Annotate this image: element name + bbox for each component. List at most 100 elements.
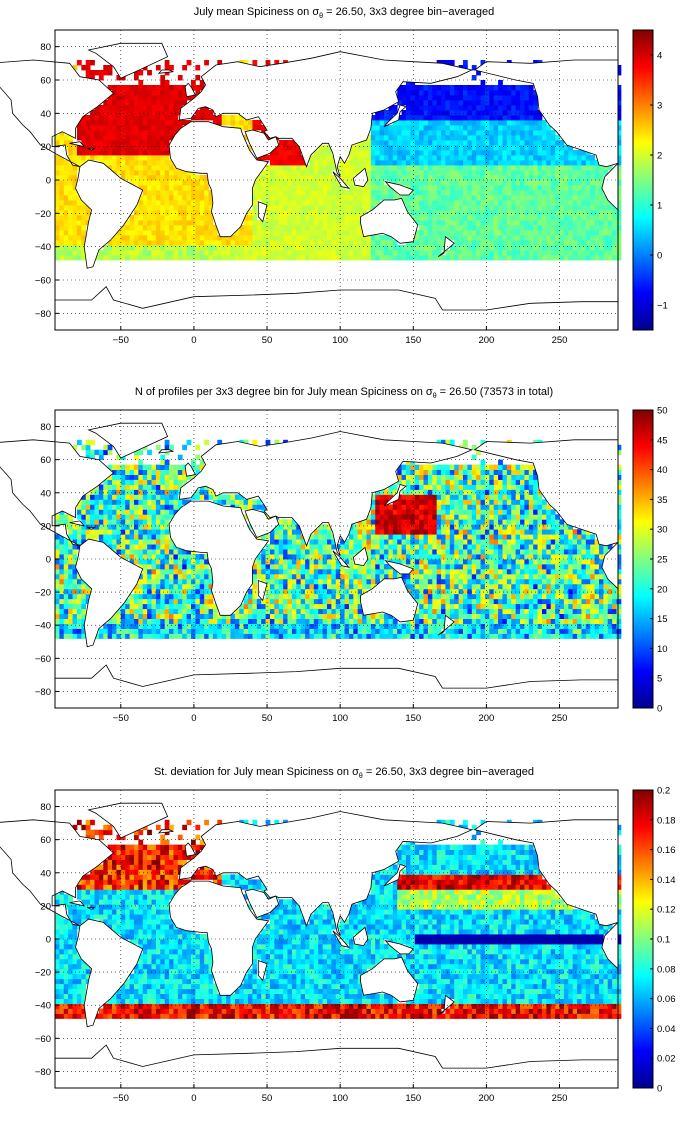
heatmap-cell <box>191 80 196 86</box>
heatmap-cell <box>375 235 381 241</box>
heatmap-cell <box>480 145 486 151</box>
heatmap-cell <box>511 583 517 590</box>
heatmap-cell <box>120 618 126 624</box>
heatmap-cell <box>598 200 604 206</box>
heatmap-cell <box>598 613 604 619</box>
heatmap-cell <box>581 195 587 201</box>
heatmap-cell <box>441 613 446 619</box>
heatmap-cell <box>612 593 617 600</box>
heatmap-cell <box>441 190 446 196</box>
heatmap-cell <box>441 225 446 231</box>
heatmap-cell <box>388 255 394 261</box>
heatmap-cell <box>515 180 521 186</box>
heatmap-cell <box>287 170 293 176</box>
heatmap-cell <box>278 573 284 580</box>
heatmap-cell <box>388 195 394 201</box>
heatmap-cell <box>590 155 596 161</box>
heatmap-cell <box>449 588 455 595</box>
heatmap-cell <box>98 105 104 111</box>
heatmap-cell <box>616 185 622 191</box>
heatmap-cell <box>68 180 73 186</box>
heatmap-cell <box>445 563 451 570</box>
heatmap-cell <box>208 593 214 600</box>
heatmap-cell <box>432 130 438 136</box>
heatmap-cell <box>379 120 385 126</box>
heatmap-cell <box>520 588 525 595</box>
heatmap-cell <box>502 235 508 241</box>
heatmap-cell <box>59 633 65 639</box>
heatmap-cell <box>546 135 552 141</box>
heatmap-cell <box>436 623 442 629</box>
heatmap-cell <box>269 583 275 590</box>
heatmap-cell <box>147 250 152 256</box>
heatmap-cell <box>384 190 389 196</box>
heatmap-cell <box>590 568 596 575</box>
heatmap-cell <box>142 85 148 91</box>
heatmap-cell <box>169 130 174 136</box>
heatmap-cell <box>436 230 442 236</box>
heatmap-cell <box>454 628 460 634</box>
heatmap-cell <box>506 240 512 246</box>
heatmap-cell <box>397 250 402 256</box>
heatmap-cell <box>269 190 275 196</box>
heatmap-cell <box>559 573 565 580</box>
heatmap-cell <box>265 190 271 196</box>
heatmap-cell <box>72 195 78 201</box>
heatmap-cell <box>195 245 201 251</box>
heatmap-cell <box>300 230 306 236</box>
heatmap-cell <box>133 623 139 629</box>
heatmap-cell <box>305 608 310 615</box>
heatmap-cell <box>559 145 565 151</box>
heatmap-cell <box>63 593 69 600</box>
heatmap-cell <box>199 195 205 201</box>
heatmap-cell <box>59 608 65 615</box>
heatmap-cell <box>471 578 477 585</box>
heatmap-cell <box>541 220 547 226</box>
heatmap-cell <box>160 120 166 126</box>
heatmap-cell <box>616 578 622 585</box>
heatmap-cell <box>59 598 65 605</box>
heatmap-cell <box>344 618 350 624</box>
heatmap-cell <box>278 613 284 619</box>
heatmap-cell <box>375 623 381 629</box>
heatmap-cell <box>55 593 60 600</box>
heatmap-cell <box>212 608 218 615</box>
heatmap-cell <box>458 145 464 151</box>
heatmap-cell <box>537 155 543 161</box>
heatmap-cell <box>81 608 87 615</box>
heatmap-cell <box>489 100 495 106</box>
heatmap-cell <box>318 170 324 176</box>
heatmap-cell <box>212 613 218 619</box>
heatmap-cell <box>155 210 161 216</box>
heatmap-cell <box>489 588 495 595</box>
heatmap-cell <box>261 230 266 236</box>
heatmap-cell <box>177 170 183 176</box>
heatmap-cell <box>186 185 192 191</box>
heatmap-cell <box>305 633 310 639</box>
heatmap-cell <box>414 593 420 600</box>
heatmap-cell <box>252 563 258 570</box>
heatmap-cell <box>515 185 521 191</box>
heatmap-cell <box>248 250 253 256</box>
heatmap-cell <box>81 235 87 241</box>
heatmap-cell <box>375 145 381 151</box>
heatmap-cell <box>427 588 433 595</box>
heatmap-cell <box>103 70 109 76</box>
heatmap-cell <box>375 115 381 121</box>
heatmap-cell <box>217 120 223 126</box>
heatmap-cell <box>427 598 433 605</box>
heatmap-cell <box>120 245 126 251</box>
heatmap-cell <box>296 230 302 236</box>
heatmap-cell <box>265 135 271 141</box>
heatmap-cell <box>484 215 490 221</box>
heatmap-cell <box>524 180 530 186</box>
heatmap-cell <box>577 628 582 634</box>
heatmap-cell <box>546 160 552 166</box>
heatmap-cell <box>436 140 442 146</box>
heatmap-cell <box>287 220 293 226</box>
heatmap-cell <box>353 613 359 619</box>
heatmap-cell <box>112 250 117 256</box>
heatmap-cell <box>405 145 411 151</box>
y-tick-label: 80 <box>40 42 51 53</box>
heatmap-cell <box>138 200 144 206</box>
